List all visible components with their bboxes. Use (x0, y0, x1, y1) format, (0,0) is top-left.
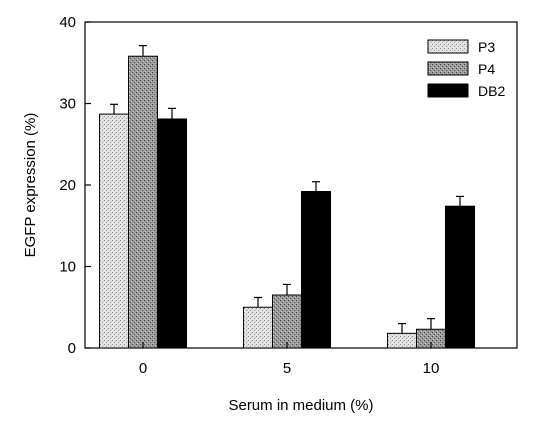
bar-p3-0 (99, 113, 129, 349)
legend-label-db2: DB2 (478, 83, 505, 99)
bar-p3-10 (387, 332, 417, 349)
legend: P3 P4 DB2 (427, 39, 505, 99)
y-tick-label: 0 (68, 340, 76, 357)
y-tick-label: 30 (59, 96, 76, 113)
x-tick-label: 10 (423, 360, 440, 377)
y-axis-label: EGFP expression (%) (22, 113, 39, 258)
y-tick-label: 40 (59, 14, 76, 31)
bar-db2-5 (301, 191, 331, 349)
legend-label-p3: P3 (478, 39, 495, 55)
x-tick-label: 5 (283, 360, 291, 377)
legend-swatch-p3 (427, 39, 469, 54)
bars (99, 45, 475, 349)
legend-label-p4: P4 (478, 61, 495, 77)
bar-db2-10 (445, 205, 475, 349)
y-axis: 0 10 20 30 40 (59, 14, 91, 357)
legend-swatch-db2 (427, 83, 469, 98)
x-axis: 0 5 10 (139, 342, 440, 377)
x-axis-label: Serum in medium (%) (228, 397, 373, 414)
bar-p3-5 (243, 306, 273, 349)
bar-db2-0 (157, 118, 187, 349)
bar-p4-0 (128, 55, 158, 349)
y-tick-label: 20 (59, 177, 76, 194)
legend-swatch-p4 (427, 61, 469, 76)
y-tick-label: 10 (59, 259, 76, 276)
x-tick-label: 0 (139, 360, 147, 377)
bar-p4-5 (272, 294, 302, 349)
